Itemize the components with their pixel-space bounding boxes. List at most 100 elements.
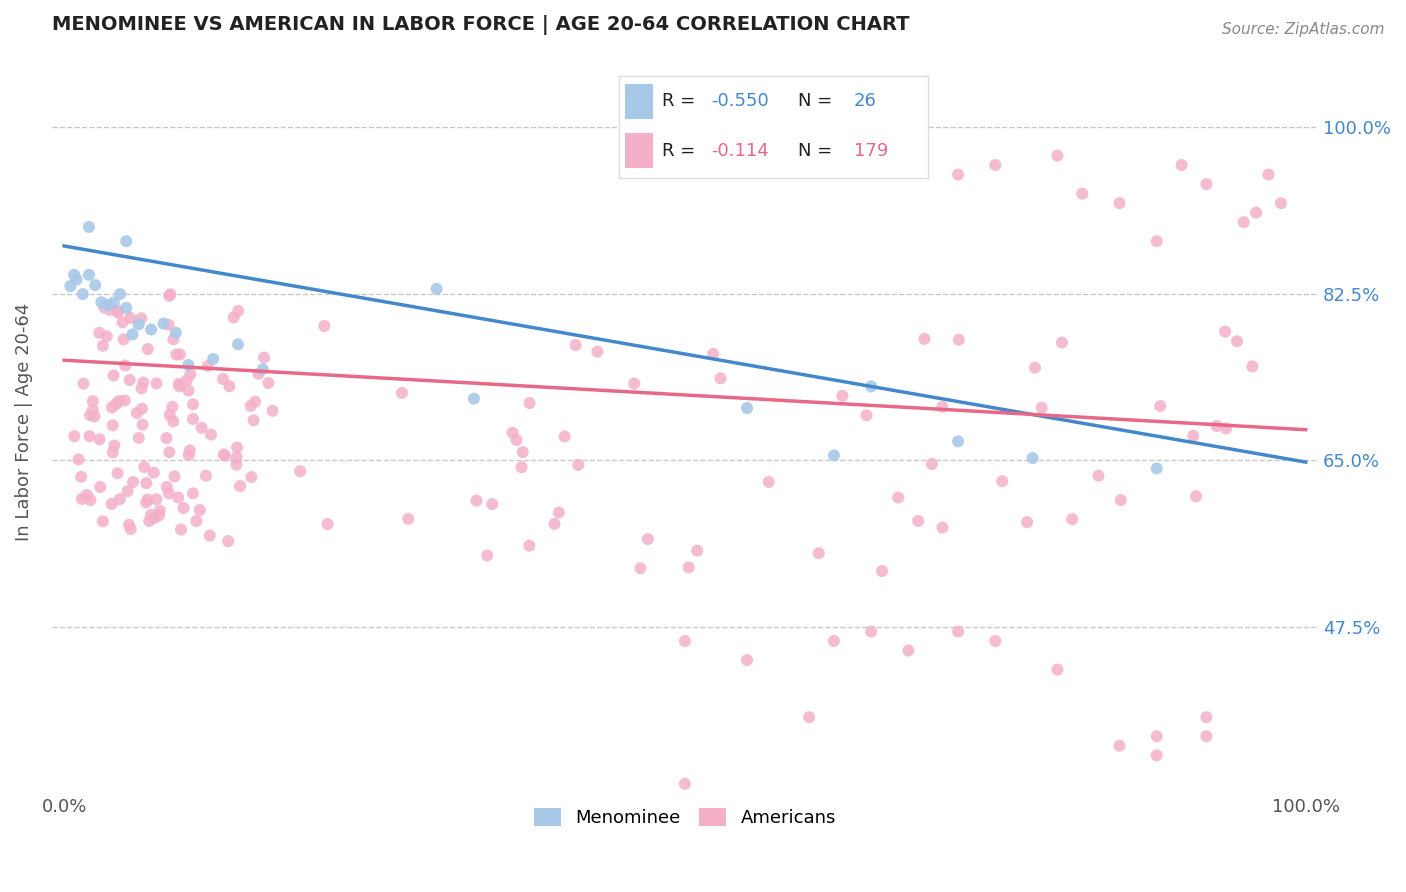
Point bbox=[481, 497, 503, 511]
Point bbox=[157, 486, 180, 500]
Text: Source: ZipAtlas.com: Source: ZipAtlas.com bbox=[1222, 22, 1385, 37]
Point bbox=[101, 445, 124, 459]
Point bbox=[946, 624, 969, 639]
Point bbox=[177, 448, 200, 462]
Point bbox=[114, 393, 136, 408]
Point bbox=[673, 634, 696, 648]
Point bbox=[100, 497, 122, 511]
Point bbox=[831, 389, 853, 403]
Point bbox=[1050, 335, 1073, 350]
Point bbox=[101, 401, 124, 415]
Point bbox=[931, 520, 953, 534]
Point bbox=[512, 445, 534, 459]
Point bbox=[173, 500, 195, 515]
Point bbox=[212, 372, 235, 386]
Point bbox=[135, 476, 157, 491]
Point bbox=[1185, 489, 1208, 503]
Point bbox=[72, 287, 94, 301]
Point bbox=[229, 479, 252, 493]
Point bbox=[79, 493, 101, 508]
Point bbox=[218, 379, 240, 393]
Point bbox=[543, 516, 565, 531]
Point bbox=[1257, 168, 1279, 182]
Point bbox=[108, 287, 131, 301]
Point bbox=[709, 371, 731, 385]
Point bbox=[735, 401, 758, 415]
Point bbox=[1017, 515, 1039, 529]
Point bbox=[136, 492, 159, 507]
Point bbox=[79, 429, 101, 443]
Point bbox=[1205, 419, 1227, 434]
Point bbox=[177, 384, 200, 398]
Point bbox=[673, 777, 696, 791]
Point bbox=[948, 333, 970, 347]
Point bbox=[897, 643, 920, 657]
Point bbox=[1062, 512, 1084, 526]
Point bbox=[131, 381, 153, 395]
Point bbox=[823, 634, 845, 648]
Point bbox=[165, 348, 187, 362]
Point bbox=[702, 347, 724, 361]
Point bbox=[222, 310, 245, 325]
Point bbox=[214, 449, 236, 463]
Point bbox=[136, 342, 159, 356]
Point bbox=[72, 376, 94, 391]
Point bbox=[1195, 710, 1218, 724]
Point bbox=[637, 532, 659, 546]
Point bbox=[262, 404, 284, 418]
Point bbox=[177, 358, 200, 372]
Point bbox=[946, 434, 969, 449]
Text: N =: N = bbox=[799, 142, 832, 160]
Bar bbox=[624, 133, 652, 168]
Point bbox=[79, 408, 101, 422]
Point bbox=[90, 295, 112, 310]
Point bbox=[1195, 177, 1218, 191]
Point bbox=[181, 397, 204, 411]
Text: R =: R = bbox=[662, 142, 695, 160]
Point bbox=[107, 394, 129, 409]
Bar bbox=[624, 84, 652, 119]
Point bbox=[253, 351, 276, 365]
Point bbox=[1233, 215, 1256, 229]
Point bbox=[143, 511, 166, 525]
Point bbox=[1021, 451, 1043, 466]
Point bbox=[391, 386, 413, 401]
Point bbox=[70, 491, 93, 506]
Point bbox=[179, 368, 201, 382]
Point bbox=[167, 491, 190, 505]
Point bbox=[517, 539, 540, 553]
Point bbox=[117, 484, 139, 499]
Point bbox=[1146, 729, 1168, 743]
Point bbox=[1226, 334, 1249, 349]
Point bbox=[162, 414, 184, 428]
Point bbox=[89, 326, 111, 340]
Point bbox=[502, 425, 524, 440]
Point bbox=[519, 396, 541, 410]
Point bbox=[159, 287, 181, 301]
Point bbox=[1215, 421, 1237, 435]
Point bbox=[914, 332, 936, 346]
Point bbox=[797, 710, 820, 724]
Point bbox=[132, 376, 155, 390]
Point bbox=[465, 493, 488, 508]
Point bbox=[225, 458, 247, 472]
Point bbox=[567, 458, 589, 472]
Text: -0.550: -0.550 bbox=[711, 93, 769, 111]
Point bbox=[118, 373, 141, 387]
Point bbox=[91, 514, 114, 528]
Point bbox=[247, 367, 270, 381]
Point bbox=[152, 317, 174, 331]
Point bbox=[120, 522, 142, 536]
Point bbox=[505, 433, 527, 447]
Point bbox=[316, 517, 339, 532]
Point bbox=[396, 512, 419, 526]
Point bbox=[807, 546, 830, 560]
Point bbox=[477, 549, 499, 563]
Point bbox=[226, 304, 249, 318]
Point bbox=[97, 298, 120, 312]
Point bbox=[135, 495, 157, 509]
Point bbox=[82, 394, 104, 409]
Point bbox=[870, 564, 893, 578]
Point bbox=[121, 327, 143, 342]
Text: R =: R = bbox=[662, 93, 695, 111]
